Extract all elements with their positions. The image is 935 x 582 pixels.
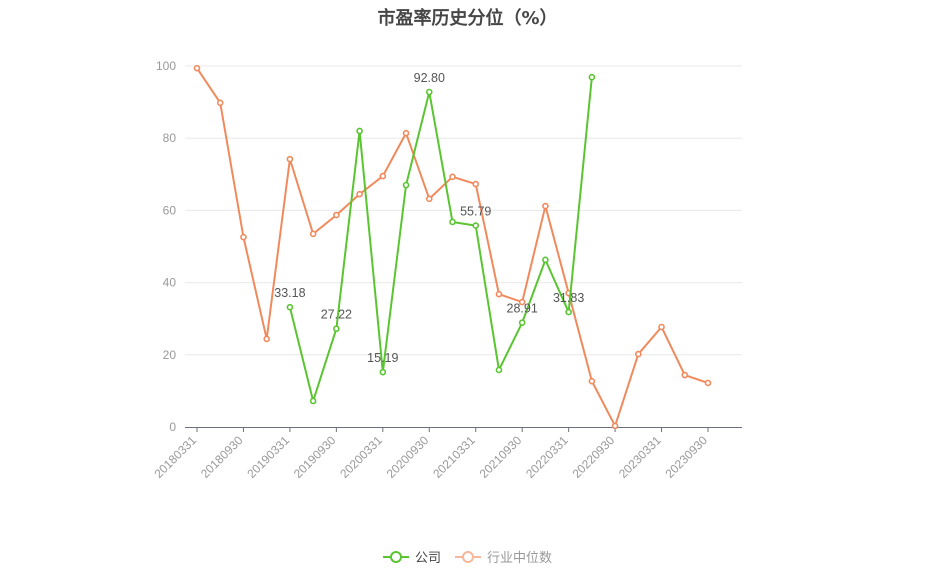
x-tick-label: 20230331	[616, 433, 664, 481]
data-point[interactable]	[472, 180, 480, 188]
data-point[interactable]	[379, 368, 387, 376]
grid-lines	[185, 65, 742, 356]
x-tick-label: 20180331	[151, 433, 199, 481]
series-path	[288, 77, 593, 403]
data-point[interactable]	[681, 371, 689, 379]
y-tick-label: 20	[163, 348, 177, 362]
legend-item-industry[interactable]: 行业中位数	[455, 547, 552, 566]
data-label: 92.80	[414, 71, 445, 85]
data-label: 55.79	[460, 205, 491, 219]
data-point[interactable]	[216, 99, 224, 107]
x-tick-label: 20220930	[570, 433, 618, 481]
data-point[interactable]	[402, 181, 410, 189]
x-tick-label: 20210930	[477, 433, 525, 481]
series-industry-line[interactable]	[193, 64, 712, 430]
legend-item-company[interactable]: 公司	[382, 547, 441, 566]
data-point[interactable]	[472, 222, 480, 229]
x-tick-label: 20200331	[337, 433, 385, 481]
y-axis-labels: 0 20 40 60 80 100	[156, 59, 176, 434]
data-point[interactable]	[588, 73, 596, 81]
series-company-line[interactable]	[286, 73, 596, 405]
y-tick-label: 80	[163, 131, 177, 145]
data-point[interactable]	[193, 64, 201, 72]
data-point[interactable]	[542, 202, 549, 210]
legend: 公司 行业中位数	[0, 547, 935, 566]
data-label: 31.83	[553, 291, 584, 305]
x-tick-label: 20220331	[523, 433, 571, 481]
data-point[interactable]	[286, 303, 294, 311]
x-axis: 2018033120180930201903312019093020200331…	[151, 427, 742, 481]
data-point[interactable]	[611, 422, 619, 430]
y-tick-label: 100	[156, 59, 176, 73]
legend-label-company: 公司	[414, 551, 441, 566]
data-point[interactable]	[263, 335, 270, 343]
data-point[interactable]	[495, 290, 503, 298]
y-tick-label: 40	[163, 276, 177, 290]
x-tick-label: 20190930	[291, 433, 339, 481]
x-tick-label: 20210331	[430, 433, 478, 481]
data-point[interactable]	[309, 397, 317, 405]
legend-industry-icon	[455, 550, 481, 563]
legend-label-industry: 行业中位数	[487, 551, 553, 566]
chart-title: 市盈率历史分位（%）	[377, 8, 558, 29]
data-point[interactable]	[704, 379, 712, 387]
data-label: 28.91	[507, 302, 538, 316]
data-point[interactable]	[356, 127, 363, 135]
data-point[interactable]	[542, 256, 549, 264]
data-point[interactable]	[449, 218, 456, 226]
data-point[interactable]	[658, 323, 665, 331]
x-tick-label: 20180930	[198, 433, 246, 481]
data-point[interactable]	[425, 88, 433, 96]
data-point[interactable]	[240, 233, 247, 241]
data-point[interactable]	[356, 190, 363, 198]
data-point[interactable]	[518, 319, 526, 326]
data-label: 27.22	[321, 308, 352, 322]
data-point[interactable]	[333, 325, 340, 333]
x-tick-label: 20200930	[384, 433, 432, 481]
x-tick-label: 20190331	[244, 433, 292, 481]
data-point[interactable]	[588, 377, 596, 385]
x-tick-label: 20230930	[662, 433, 710, 481]
data-point[interactable]	[449, 173, 456, 181]
data-point[interactable]	[402, 129, 410, 137]
data-point[interactable]	[286, 155, 294, 163]
data-point[interactable]	[309, 230, 317, 238]
data-point[interactable]	[425, 195, 433, 203]
data-point[interactable]	[333, 211, 340, 219]
y-tick-label: 0	[169, 420, 176, 434]
data-labels: 33.18 27.22 15.19 92.80 55.79 28.91 31.83	[274, 71, 584, 365]
data-label: 33.18	[274, 286, 305, 300]
series-path	[196, 67, 709, 427]
data-label: 15.19	[367, 351, 398, 365]
legend-company-icon	[382, 550, 409, 563]
data-point[interactable]	[635, 350, 642, 358]
data-point[interactable]	[379, 172, 387, 180]
data-point[interactable]	[495, 366, 503, 374]
data-point[interactable]	[565, 308, 572, 316]
data-point[interactable]	[518, 298, 526, 306]
y-tick-label: 60	[163, 203, 177, 217]
